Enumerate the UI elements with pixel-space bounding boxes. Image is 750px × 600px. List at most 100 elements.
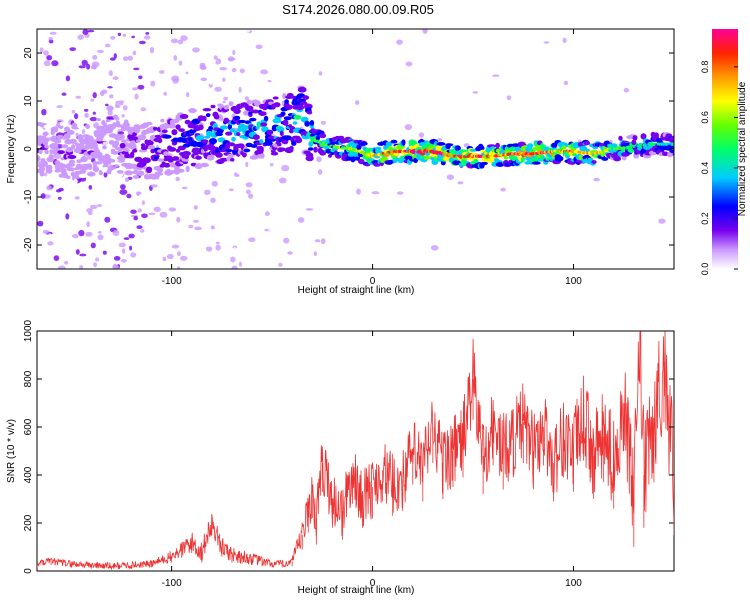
heatmap-noise-cell xyxy=(179,255,188,261)
heatmap-ridge-cell xyxy=(135,139,141,143)
heatmap-ridge-cell xyxy=(233,108,241,115)
heatmap-noise-cell xyxy=(238,86,242,93)
heatmap-noise-cell xyxy=(90,242,96,249)
heatmap-ridge-cell xyxy=(123,147,130,152)
heatmap-noise-cell xyxy=(219,67,227,71)
heatmap-ridge-cell xyxy=(105,154,111,159)
heatmap-noise-cell xyxy=(281,82,286,89)
heatmap-ridge-cell xyxy=(38,166,45,173)
heatmap-ridge-cell xyxy=(69,138,77,144)
heatmap-noise-cell xyxy=(185,92,190,98)
heatmap-ridge-cell xyxy=(171,121,176,127)
heatmap-noise-cell xyxy=(84,112,89,118)
heatmap-noise-cell xyxy=(200,65,207,70)
heatmap-noise-cell xyxy=(337,120,342,126)
heatmap-ridge-cell xyxy=(146,166,153,173)
heatmap-noise-cell xyxy=(122,56,129,61)
heatmap-noise-cell xyxy=(205,246,213,252)
heatmap-ridge-cell xyxy=(162,134,172,139)
y-tick-label: 200 xyxy=(23,514,34,531)
heatmap-ridge-cell xyxy=(618,135,623,141)
heatmap-noise-cell xyxy=(262,46,270,50)
heatmap-ridge-cell xyxy=(454,145,461,152)
heatmap-ridge-cell xyxy=(72,125,79,130)
heatmap-noise-cell xyxy=(73,191,78,197)
heatmap-noise-cell xyxy=(430,245,439,251)
heatmap-noise-cell xyxy=(51,60,59,67)
heatmap-noise-cell xyxy=(138,75,143,80)
heatmap-noise-cell xyxy=(136,225,143,230)
heatmap-noise-cell xyxy=(100,82,107,89)
heatmap-ridge-cell xyxy=(213,113,220,120)
y-tick-label: 400 xyxy=(23,466,34,483)
heatmap-noise-cell xyxy=(150,86,158,90)
heatmap-noise-cell xyxy=(563,80,569,86)
x-tick-label: 100 xyxy=(565,276,582,287)
heatmap-ridge-cell xyxy=(119,142,126,149)
heatmap-noise-cell xyxy=(404,124,413,131)
heatmap-noise-cell xyxy=(95,257,100,262)
heatmap-noise-cell xyxy=(623,88,630,93)
heatmap-ridge-cell xyxy=(108,140,115,145)
heatmap-ridge-cell xyxy=(107,166,117,170)
heatmap-ridge-cell xyxy=(486,158,494,163)
heatmap-ridge-cell xyxy=(242,152,247,158)
heatmap-noise-cell xyxy=(122,105,128,111)
heatmap-noise-cell xyxy=(219,116,224,122)
heatmap-ridge-cell xyxy=(178,128,185,133)
heatmap-ridge-cell xyxy=(195,134,205,142)
heatmap-noise-cell xyxy=(130,209,137,214)
heatmap-ridge-cell xyxy=(531,161,541,165)
heatmap-ridge-cell xyxy=(289,145,294,151)
heatmap-ridge-cell xyxy=(87,171,96,177)
heatmap-noise-cell xyxy=(457,181,464,185)
heatmap-noise-cell xyxy=(43,172,48,177)
heatmap-ridge-cell xyxy=(37,155,41,162)
heatmap-noise-cell xyxy=(238,36,243,43)
x-tick-label: 0 xyxy=(370,578,376,589)
heatmap-ridge-cell xyxy=(97,125,105,129)
heatmap-ridge-cell xyxy=(85,124,90,130)
heatmap-ridge-cell xyxy=(52,147,60,152)
heatmap-ridge-cell xyxy=(207,145,216,151)
heatmap-ridge-cell xyxy=(93,166,99,173)
heatmap-noise-cell xyxy=(289,52,293,55)
heatmap-noise-cell xyxy=(65,75,71,82)
heatmap-noise-cell xyxy=(52,187,59,190)
heatmap-noise-cell xyxy=(124,177,130,182)
heatmap-noise-cell xyxy=(78,229,85,237)
heatmap-noise-cell xyxy=(468,262,472,266)
heatmap-ridge-cell xyxy=(527,143,534,149)
heatmap-noise-cell xyxy=(458,49,466,53)
heatmap-ridge-cell xyxy=(234,115,241,121)
heatmap-noise-cell xyxy=(245,161,249,168)
heatmap-noise-cell xyxy=(75,95,82,99)
heatmap-ridge-cell xyxy=(631,139,637,146)
heatmap-ridge-cell xyxy=(146,140,154,146)
heatmap-noise-cell xyxy=(248,237,256,242)
heatmap-ridge-cell xyxy=(302,95,310,100)
heatmap-noise-cell xyxy=(109,220,114,224)
colorbar-gradient xyxy=(712,29,738,269)
heatmap-noise-cell xyxy=(417,201,424,205)
heatmap-ridge-cell xyxy=(137,170,145,177)
heatmap-ridge-cell xyxy=(229,128,235,133)
heatmap-noise-cell xyxy=(260,69,268,75)
heatmap-ridge-cell xyxy=(503,155,509,160)
heatmap-noise-cell xyxy=(61,105,69,111)
heatmap-ridge-cell xyxy=(66,175,71,180)
heatmap-noise-cell xyxy=(58,265,66,269)
heatmap-noise-cell xyxy=(215,244,221,251)
heatmap-noise-cell xyxy=(57,196,62,200)
heatmap-noise-cell xyxy=(176,251,181,256)
heatmap-ridge-cell xyxy=(601,157,609,161)
heatmap-ridge-cell xyxy=(160,118,165,123)
heatmap-noise-cell xyxy=(231,265,238,269)
heatmap-noise-cell xyxy=(116,29,121,34)
x-tick-label: -100 xyxy=(162,578,182,589)
heatmap-noise-cell xyxy=(184,79,191,83)
heatmap-noise-cell xyxy=(215,241,220,245)
heatmap-ridge-cell xyxy=(195,155,202,160)
heatmap-noise-cell xyxy=(157,256,163,262)
